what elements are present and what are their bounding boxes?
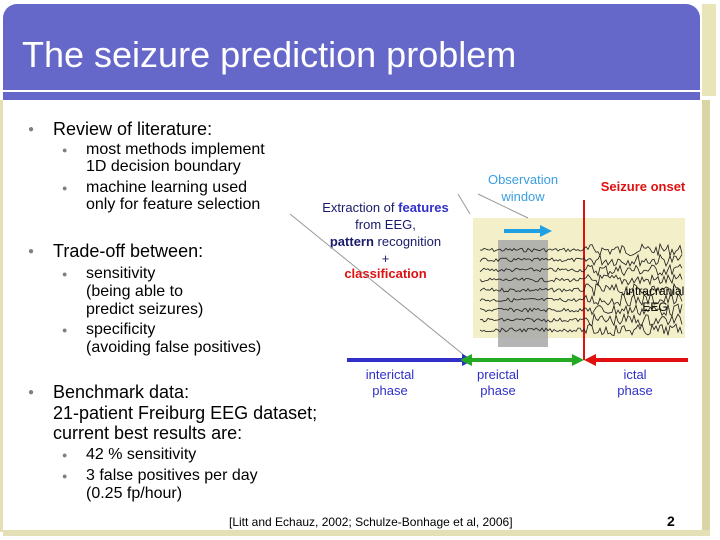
interictal-line1: interictal [365, 367, 415, 382]
eeg-trace [479, 293, 683, 307]
interictal-line2: phase [372, 383, 408, 398]
preictal-line1: preictal [477, 367, 519, 382]
bullet-icon: ● [28, 387, 35, 398]
review-sub2-line2: only for feature selection [86, 196, 261, 213]
page-number: 2 [667, 513, 675, 529]
eeg-trace [479, 253, 683, 268]
decorative-frame-bottom [3, 530, 710, 536]
intracranial-line2: EEG [642, 300, 668, 314]
bullet-icon: ● [62, 145, 68, 155]
trade-sub2-line1: specificity [86, 321, 156, 338]
connector-line [477, 193, 529, 219]
extraction-features: features [398, 200, 449, 215]
bench-line2: 21-patient Freiburg EEG dataset; [53, 403, 318, 423]
review-sub2-line1: machine learning used [86, 179, 247, 196]
bullet-icon: ● [62, 269, 68, 279]
bench-line3: current best results are: [53, 423, 243, 443]
bullet-icon: ● [62, 325, 68, 335]
trade-sub1-line1: sensitivity [86, 265, 156, 282]
ictal-line1: ictal [623, 367, 647, 382]
ictal-arrowhead [584, 354, 596, 366]
decorative-stripe [702, 4, 716, 96]
eeg-trace [479, 282, 683, 297]
preictal-line2: phase [480, 383, 516, 398]
bullet-icon: ● [62, 183, 68, 193]
extraction-line2: from EEG, [355, 217, 416, 232]
eeg-trace [479, 273, 683, 287]
eeg-traces [479, 242, 683, 336]
ictal-line2: phase [617, 383, 653, 398]
extraction-line3: pattern recognition [303, 234, 468, 250]
decorative-frame-right [702, 100, 710, 532]
bullet-review: Review of literature: [53, 119, 213, 139]
eeg-trace [479, 322, 683, 336]
bullet-icon: ● [28, 246, 35, 257]
observation-line2: window [501, 189, 545, 204]
preictal-arrowhead-right [572, 354, 584, 366]
eeg-trace [479, 263, 683, 277]
preictal-arrowhead-left [460, 354, 472, 366]
observation-arrowhead [540, 225, 552, 237]
bench-sub1: 42 % sensitivity [86, 446, 197, 463]
extraction-text-1: Extraction of [322, 200, 399, 215]
title-underline [3, 92, 700, 100]
review-sub1-line1: most methods implement [86, 141, 265, 158]
bullet-tradeoff: Trade-off between: [53, 241, 204, 261]
observation-line1: Observation [487, 172, 559, 187]
trade-sub2-line2: (avoiding false positives) [86, 339, 262, 356]
decorative-frame-left [0, 100, 3, 532]
intracranial-line1: intracranial [625, 284, 685, 298]
eeg-trace [479, 303, 683, 317]
trade-sub1-line3: predict seizures) [86, 301, 204, 318]
extraction-pattern: pattern [329, 234, 374, 249]
observation-window-band [498, 240, 548, 347]
bench-line1: Benchmark data: [53, 382, 190, 402]
slide-title: The seizure prediction problem [22, 34, 517, 75]
eeg-trace [479, 242, 683, 257]
trade-sub1-line2: (being able to [86, 283, 183, 300]
review-sub1-line2: 1D decision boundary [86, 158, 241, 175]
extraction-line1: Extraction of features [303, 200, 468, 216]
extraction-text-3: recognition [373, 234, 442, 249]
connector-line [289, 213, 471, 361]
citation-footnote: [Litt and Echauz, 2002; Schulze-Bonhage … [229, 515, 513, 529]
connector-line [457, 193, 471, 215]
extraction-plus: + [381, 251, 390, 266]
extraction-classification: classification [344, 266, 427, 281]
eeg-trace [479, 312, 683, 327]
bench-sub2-line1: 3 false positives per day [86, 467, 258, 484]
title-bar [3, 4, 700, 90]
bullet-icon: ● [28, 124, 35, 135]
bullet-icon: ● [62, 471, 68, 481]
seizure-onset-label: Seizure onset [600, 179, 686, 194]
bench-sub2-line2: (0.25 fp/hour) [86, 485, 183, 502]
bullet-icon: ● [62, 450, 68, 460]
